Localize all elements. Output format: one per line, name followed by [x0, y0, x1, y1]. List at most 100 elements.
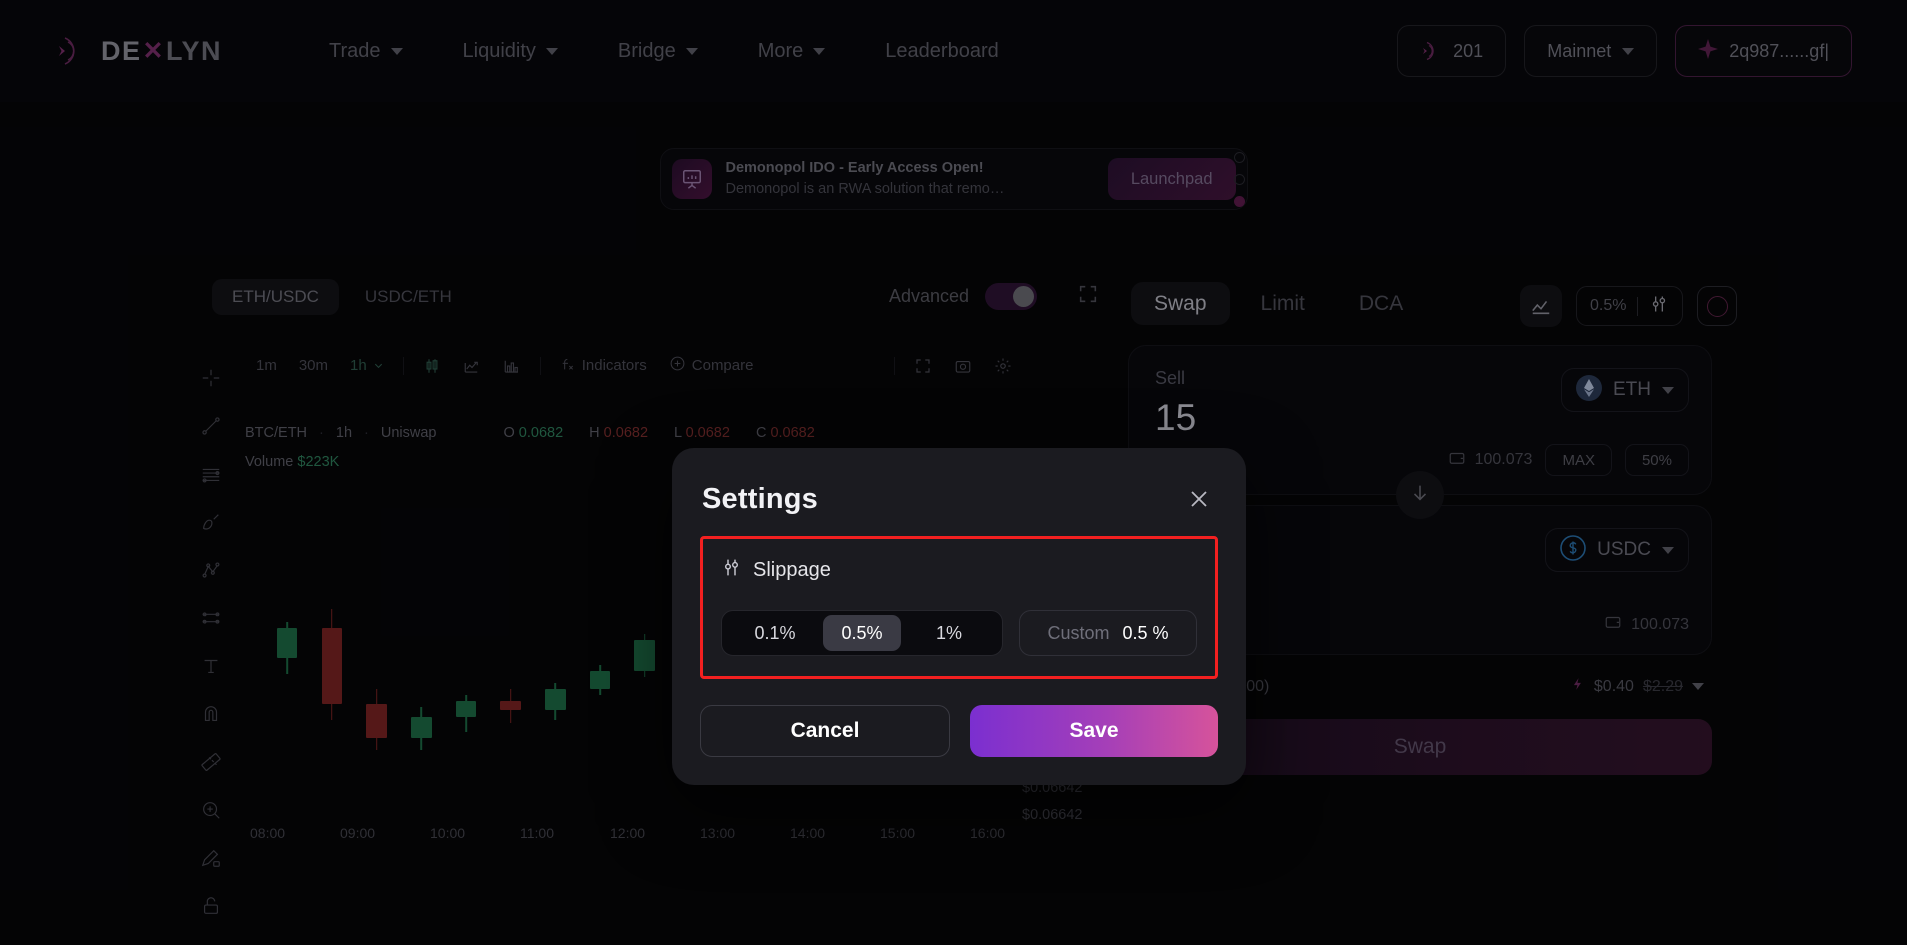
pair-tab-usdc-eth[interactable]: USDC/ETH — [364, 287, 452, 306]
chart-legend: BTC/ETH · 1h · Uniswap O 0.0682 H 0.0682… — [245, 425, 815, 441]
nav-item-leaderboard[interactable]: Leaderboard — [855, 40, 1032, 63]
lock-icon[interactable] — [198, 893, 224, 919]
zoom-in-icon[interactable] — [198, 797, 224, 823]
slippage-quick-button[interactable]: 0.5% — [1576, 286, 1684, 326]
nav-label: More — [757, 39, 804, 62]
swap-header-tools: 0.5% — [1520, 285, 1738, 327]
wallet-address: 2q987......gf| — [1729, 40, 1829, 61]
close-icon[interactable] — [1182, 482, 1216, 516]
wallet-button[interactable]: 2q987......gf| — [1675, 25, 1852, 77]
sell-footer: 100.073 MAX 50% — [1448, 444, 1689, 476]
max-button[interactable]: MAX — [1545, 444, 1612, 476]
network-selector[interactable]: Mainnet — [1524, 25, 1658, 77]
eth-token-icon — [1576, 374, 1602, 406]
slippage-option-1[interactable]: 1% — [935, 622, 962, 643]
ohlc-open: O 0.0682 — [503, 425, 564, 441]
candle — [410, 490, 432, 790]
gear-icon[interactable] — [983, 357, 1023, 375]
pencil-lock-icon[interactable] — [198, 845, 224, 871]
volume-value: $223K — [297, 454, 340, 470]
nav-label: Trade — [329, 39, 381, 62]
banner-dot[interactable] — [1234, 174, 1245, 185]
tab-swap[interactable]: Swap — [1131, 282, 1230, 325]
banner-dot-active[interactable] — [1234, 196, 1245, 207]
slippage-option-0-5[interactable]: 0.5% — [823, 615, 901, 651]
half-button[interactable]: 50% — [1624, 444, 1689, 476]
x-tick: 11:00 — [520, 825, 554, 841]
interval-1h[interactable]: 1h — [339, 357, 395, 374]
compare-button[interactable]: Compare — [658, 355, 765, 376]
camera-icon[interactable] — [943, 357, 983, 375]
swap-mode-tabs: Swap Limit DCA — [1131, 282, 1426, 325]
divider — [539, 356, 541, 375]
indicators-button[interactable]: Indicators — [549, 356, 658, 376]
buy-footer: 100.073 — [1604, 613, 1689, 636]
ruler-icon[interactable] — [198, 749, 224, 775]
nav-item-more[interactable]: More — [728, 40, 856, 63]
slippage-section-highlight: Slippage 0.1% 0.5% 1% Custom 0.5 % — [700, 536, 1218, 679]
gas-icon — [1571, 677, 1585, 696]
candle — [321, 490, 343, 790]
interval-30m[interactable]: 30m — [298, 357, 329, 374]
trend-line-icon[interactable] — [198, 413, 224, 439]
candle — [455, 490, 477, 790]
pattern-icon[interactable] — [198, 557, 224, 583]
bar-chart-icon[interactable] — [492, 357, 532, 375]
launchpad-button[interactable]: Launchpad — [1107, 158, 1236, 200]
candlestick-icon[interactable] — [412, 357, 452, 375]
points-pill[interactable]: 201 — [1397, 25, 1507, 77]
x-tick: 14:00 — [790, 825, 826, 841]
modal-title: Settings — [702, 482, 818, 515]
ohlc-high: H 0.0682 — [589, 425, 649, 441]
sell-token-selector[interactable]: ETH — [1561, 368, 1689, 412]
nav-item-bridge[interactable]: Bridge — [588, 40, 728, 63]
nav-label: Leaderboard — [885, 39, 999, 62]
gas-estimate[interactable]: $0.40 $2.29 — [1571, 677, 1704, 696]
tab-limit[interactable]: Limit — [1260, 291, 1305, 315]
line-chart-up-icon[interactable] — [452, 357, 492, 375]
crosshair-icon[interactable] — [198, 365, 224, 391]
custom-value: 0.5 % — [1122, 622, 1169, 643]
brand-logo[interactable]: DE ✕ LYN — [55, 34, 222, 68]
nav-item-trade[interactable]: Trade — [299, 40, 433, 63]
nav-item-liquidity[interactable]: Liquidity — [433, 40, 588, 63]
settings-modal: Settings Slippage 0.1% 0.5% 1% — [672, 448, 1246, 785]
promo-banner-row: Demonopol IDO - Early Access Open! Demon… — [0, 148, 1907, 210]
save-button[interactable]: Save — [970, 705, 1218, 757]
swap-direction-button[interactable] — [1396, 471, 1444, 519]
price-label: $0.06642 — [1022, 807, 1083, 823]
chevron-down-icon — [374, 363, 382, 369]
modal-actions: Cancel Save — [700, 705, 1218, 757]
horizontal-lines-icon[interactable] — [198, 461, 224, 487]
promo-banner[interactable]: Demonopol IDO - Early Access Open! Demon… — [659, 148, 1248, 210]
cancel-button[interactable]: Cancel — [700, 705, 950, 757]
fullscreen-icon[interactable] — [903, 357, 943, 375]
tab-dca[interactable]: DCA — [1358, 291, 1404, 315]
ohlc-low: L 0.0682 — [674, 425, 730, 441]
pair-tab-eth-usdc[interactable]: ETH/USDC — [212, 279, 339, 315]
function-icon — [560, 356, 576, 376]
ring-shape — [1706, 295, 1728, 317]
chevron-down-icon — [1662, 386, 1674, 394]
top-header: DE ✕ LYN Trade Liquidity Bridge More Leade… — [0, 0, 1907, 102]
x-tick: 12:00 — [610, 825, 646, 841]
magnet-icon[interactable] — [198, 701, 224, 727]
refresh-ring-icon[interactable] — [1697, 286, 1738, 326]
ohlc-close: C 0.0682 — [755, 425, 815, 441]
toggle-knob — [1013, 286, 1035, 307]
banner-dot[interactable] — [1234, 152, 1245, 163]
text-icon[interactable] — [198, 653, 224, 679]
buy-token-selector[interactable]: USDC — [1545, 528, 1689, 572]
advanced-toggle[interactable] — [985, 283, 1038, 310]
interval-1m[interactable]: 1m — [256, 357, 277, 374]
fib-icon[interactable] — [198, 605, 224, 631]
sell-balance: 100.073 — [1448, 449, 1532, 472]
wallet-icon — [1604, 613, 1622, 636]
brush-icon[interactable] — [198, 509, 224, 535]
slippage-custom-input[interactable]: Custom 0.5 % — [1019, 610, 1197, 656]
line-chart-icon[interactable] — [1520, 285, 1562, 327]
slippage-option-0-1[interactable]: 0.1% — [754, 622, 796, 643]
legend-separator: · — [319, 425, 324, 441]
sell-amount-input[interactable]: 15 — [1155, 397, 1197, 438]
expand-chart-icon[interactable] — [1077, 283, 1099, 310]
